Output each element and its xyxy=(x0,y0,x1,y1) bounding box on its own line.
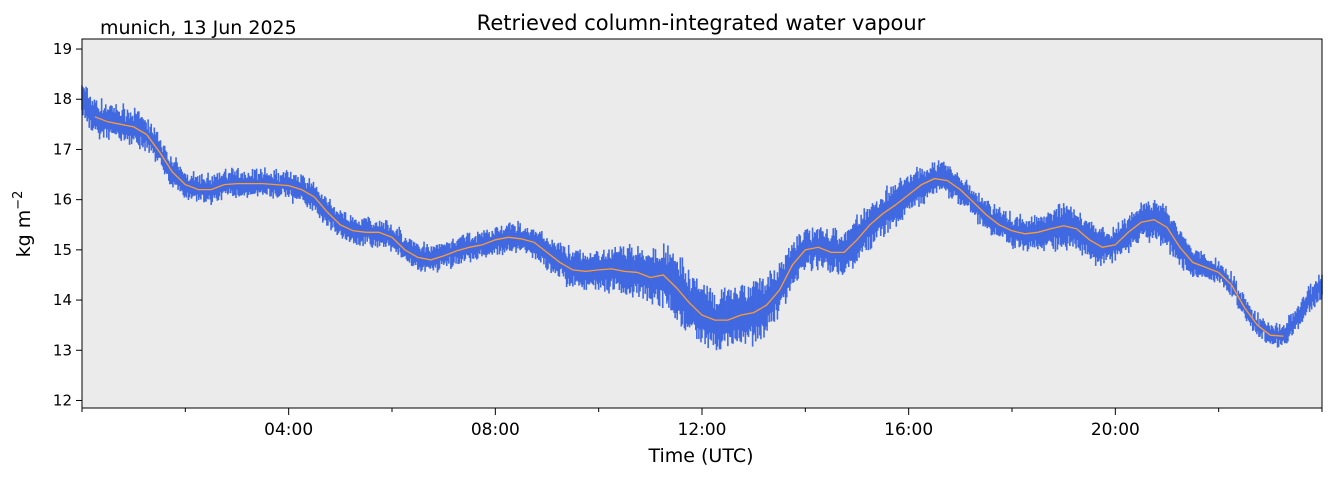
y-axis-label-main: kg m xyxy=(13,210,35,258)
x-tick-label: 04:00 xyxy=(264,420,313,440)
y-tick-label: 18 xyxy=(53,90,72,108)
x-tick-label: 20:00 xyxy=(1091,420,1140,440)
chart-title: Retrieved column-integrated water vapour xyxy=(477,11,926,35)
y-axis-label-exponent: −2 xyxy=(11,191,26,210)
x-tick-label: 16:00 xyxy=(884,420,933,440)
plot-background xyxy=(82,39,1322,408)
y-tick-label: 19 xyxy=(53,40,72,58)
y-tick-label: 12 xyxy=(53,391,72,409)
smoothed-series-line xyxy=(94,116,1284,337)
y-tick-label: 15 xyxy=(53,241,72,259)
x-tick-label: 12:00 xyxy=(678,420,727,440)
y-axis-label: kg m−2 xyxy=(11,191,35,258)
x-axis-label: Time (UTC) xyxy=(647,445,753,467)
y-tick-label: 13 xyxy=(53,341,72,359)
measurement-scatter-series xyxy=(81,85,1323,351)
y-axis-ticks: 12 13 14 15 16 17 18 19 xyxy=(53,40,82,409)
y-tick-label: 17 xyxy=(53,140,72,158)
x-tick-label: 08:00 xyxy=(471,420,520,440)
y-tick-label: 16 xyxy=(53,191,72,209)
x-axis-ticks: 04:00 08:00 12:00 16:00 20:00 xyxy=(81,408,1323,440)
y-tick-label: 14 xyxy=(53,291,72,309)
location-date-label: munich, 13 Jun 2025 xyxy=(100,17,297,39)
